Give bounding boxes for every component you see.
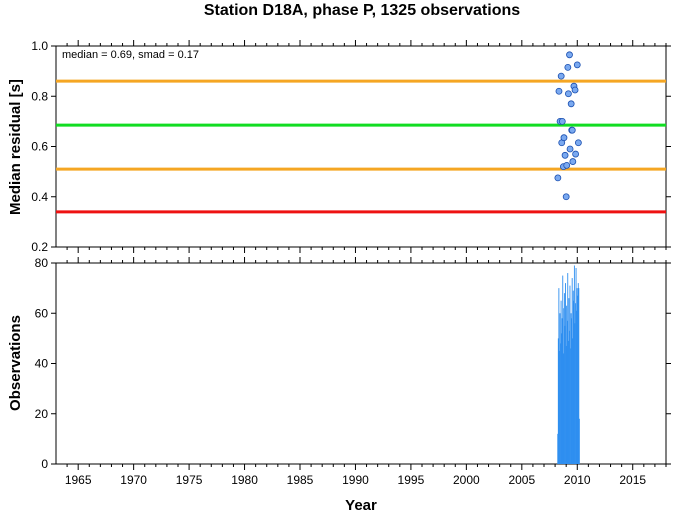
observation-bar [557, 433, 559, 464]
observations-panel: 0 20 40 60 80 1965 1970 1975 1980 1985 1990 1995 20… [7, 256, 671, 511]
observation-bar [570, 348, 571, 464]
observation-bar [562, 308, 564, 464]
data-point [572, 150, 580, 158]
data-point [561, 151, 569, 159]
data-point [563, 161, 571, 169]
observation-bar [558, 350, 560, 464]
observation-bar [569, 285, 571, 464]
observation-bar [557, 338, 559, 464]
residual-panel: 0.2 0.4 0.6 0.8 1.0 median = 0.69, smad = 0.… [7, 39, 671, 254]
y-tick-label: 0.4 [31, 190, 48, 204]
y-tick-label: 40 [35, 357, 49, 371]
x-tick-label: 1985 [287, 473, 314, 487]
data-point [557, 72, 565, 80]
observation-bar [568, 330, 570, 464]
observation-bar [563, 353, 565, 464]
x-tick-label: 2005 [508, 473, 535, 487]
observation-bar [566, 305, 568, 464]
observation-bar [561, 333, 563, 464]
data-point [569, 158, 577, 165]
observation-bar [578, 418, 580, 464]
residual-y-ticks: 0.2 0.4 0.6 0.8 1.0 [31, 39, 671, 254]
data-point [568, 126, 576, 134]
observation-bar [565, 283, 566, 464]
data-point [560, 134, 568, 142]
x-tick-label: 2000 [453, 473, 480, 487]
y-tick-label: 80 [35, 256, 49, 270]
observation-bar [567, 273, 569, 464]
observation-bar [571, 278, 573, 464]
data-point [562, 193, 570, 201]
residual-y-axis-label: Median residual [s] [7, 79, 24, 215]
observations-x-ticks: 1965 1970 1975 1980 1985 1990 1995 2000 2005 2010… [65, 257, 667, 487]
data-point [558, 117, 566, 125]
observation-bar [574, 323, 576, 464]
stats-annotation: median = 0.69, smad = 0.17 [62, 49, 199, 61]
chart-title: Station D18A, phase P, 1325 observations [204, 2, 520, 19]
observation-bar [576, 310, 578, 464]
y-tick-label: 0.6 [31, 140, 48, 154]
residual-x-ticks [66, 40, 667, 253]
observation-bar [567, 340, 569, 464]
observation-bar [572, 290, 574, 464]
data-point [554, 174, 562, 182]
data-point [565, 90, 572, 98]
x-tick-label: 1995 [398, 473, 425, 487]
x-tick-label: 1990 [342, 473, 369, 487]
observation-bar [564, 325, 566, 464]
y-tick-label: 0.8 [31, 89, 48, 103]
y-tick-label: 60 [35, 306, 49, 320]
x-tick-label: 1975 [176, 473, 203, 487]
y-tick-label: 20 [35, 407, 49, 421]
observation-bar [559, 313, 561, 464]
observation-bar [561, 318, 563, 464]
data-point [566, 145, 574, 153]
reference-lines [56, 79, 666, 214]
data-point [571, 86, 579, 94]
data-point [555, 87, 563, 95]
observation-bar [577, 295, 579, 464]
x-tick-label: 1980 [231, 473, 258, 487]
observation-bar [575, 303, 576, 464]
data-point [567, 100, 575, 108]
observation-bar [558, 288, 560, 464]
observation-bar [577, 283, 579, 464]
x-tick-label: 2015 [619, 473, 646, 487]
observation-bar [575, 268, 577, 464]
observation-bar [578, 288, 580, 464]
observation-bar [560, 300, 562, 464]
residual-plot-frame [55, 45, 667, 248]
data-point [564, 63, 572, 71]
observation-bar [573, 300, 575, 464]
observation-bar [563, 293, 565, 464]
x-tick-label: 2010 [564, 473, 591, 487]
residual-points [554, 51, 582, 201]
x-tick-label: 1970 [120, 473, 147, 487]
x-tick-label: 1965 [65, 473, 92, 487]
observation-bar [576, 288, 578, 464]
observation-bar [562, 275, 564, 464]
observations-y-ticks: 0 20 40 60 80 [35, 256, 671, 471]
observation-bar [568, 298, 570, 464]
observations-y-axis-label: Observations [7, 315, 24, 411]
data-point [573, 61, 581, 69]
y-tick-label: 0 [41, 457, 48, 471]
y-tick-label: 0.2 [31, 240, 48, 254]
x-axis-label: Year [345, 497, 377, 511]
observation-bar [560, 343, 561, 464]
observation-bar [570, 313, 572, 464]
observation-bar [573, 265, 575, 464]
observation-bar [571, 318, 573, 464]
y-tick-label: 1.0 [31, 39, 48, 53]
data-point [574, 139, 582, 147]
observation-bar [565, 345, 567, 464]
observation-bars [557, 265, 580, 464]
observation-bar [566, 320, 568, 464]
data-point [566, 51, 573, 59]
observation-bar [572, 338, 574, 464]
